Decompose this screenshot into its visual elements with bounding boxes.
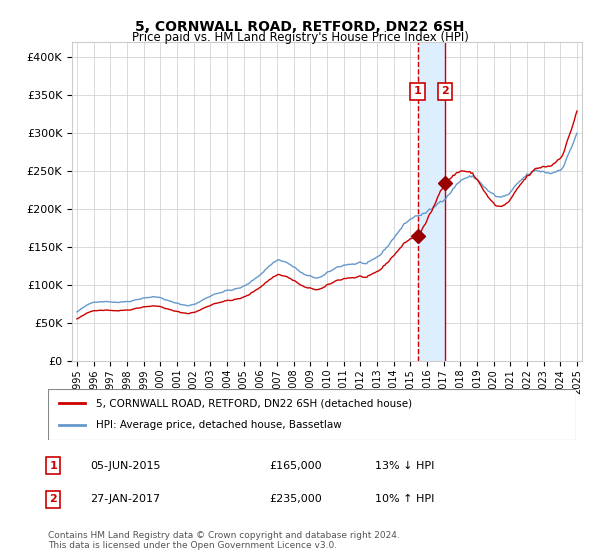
Text: 5, CORNWALL ROAD, RETFORD, DN22 6SH: 5, CORNWALL ROAD, RETFORD, DN22 6SH xyxy=(136,20,464,34)
Bar xyxy=(418,42,445,361)
Text: 2: 2 xyxy=(49,494,57,504)
Text: HPI: Average price, detached house, Bassetlaw: HPI: Average price, detached house, Bass… xyxy=(95,421,341,431)
Text: 13% ↓ HPI: 13% ↓ HPI xyxy=(376,460,435,470)
Text: 2: 2 xyxy=(441,86,449,96)
Text: 1: 1 xyxy=(49,460,57,470)
Text: Price paid vs. HM Land Registry's House Price Index (HPI): Price paid vs. HM Land Registry's House … xyxy=(131,31,469,44)
Text: £165,000: £165,000 xyxy=(270,460,322,470)
FancyBboxPatch shape xyxy=(48,389,576,440)
Text: 05-JUN-2015: 05-JUN-2015 xyxy=(90,460,161,470)
Text: Contains HM Land Registry data © Crown copyright and database right 2024.
This d: Contains HM Land Registry data © Crown c… xyxy=(48,530,400,550)
Text: 10% ↑ HPI: 10% ↑ HPI xyxy=(376,494,435,504)
Text: 27-JAN-2017: 27-JAN-2017 xyxy=(90,494,160,504)
Text: 1: 1 xyxy=(413,86,421,96)
Text: 5, CORNWALL ROAD, RETFORD, DN22 6SH (detached house): 5, CORNWALL ROAD, RETFORD, DN22 6SH (det… xyxy=(95,398,412,408)
Text: £235,000: £235,000 xyxy=(270,494,323,504)
